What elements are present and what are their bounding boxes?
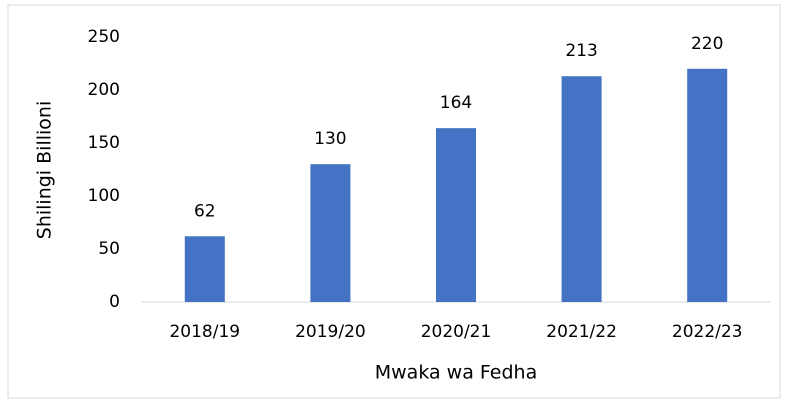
bar — [687, 68, 728, 302]
x-axis-title: Mwaka wa Fedha — [375, 362, 537, 384]
y-axis-title: Shilingi Billioni — [34, 101, 56, 239]
y-tick-label: 250 — [88, 27, 120, 47]
x-tick-label: 2020/21 — [421, 322, 492, 342]
y-tick-label: 100 — [88, 186, 120, 206]
y-tick-label: 50 — [98, 239, 120, 259]
bar — [436, 128, 476, 302]
data-label: 164 — [440, 93, 472, 113]
x-tick-label: 2022/23 — [672, 322, 743, 342]
y-tick-label: 0 — [109, 292, 120, 312]
data-label: 62 — [194, 201, 216, 221]
y-tick-label: 150 — [88, 133, 120, 153]
x-tick-label: 2021/22 — [546, 322, 617, 342]
bar — [310, 164, 351, 302]
y-tick-label: 200 — [88, 80, 120, 100]
data-label: 220 — [691, 34, 723, 54]
chart-frame — [7, 4, 781, 399]
bar — [561, 76, 602, 302]
data-label: 213 — [565, 41, 597, 61]
x-tick-label: 2018/19 — [169, 322, 240, 342]
x-tick-label: 2019/20 — [295, 322, 366, 342]
data-label: 130 — [314, 129, 346, 149]
bar — [184, 236, 225, 302]
